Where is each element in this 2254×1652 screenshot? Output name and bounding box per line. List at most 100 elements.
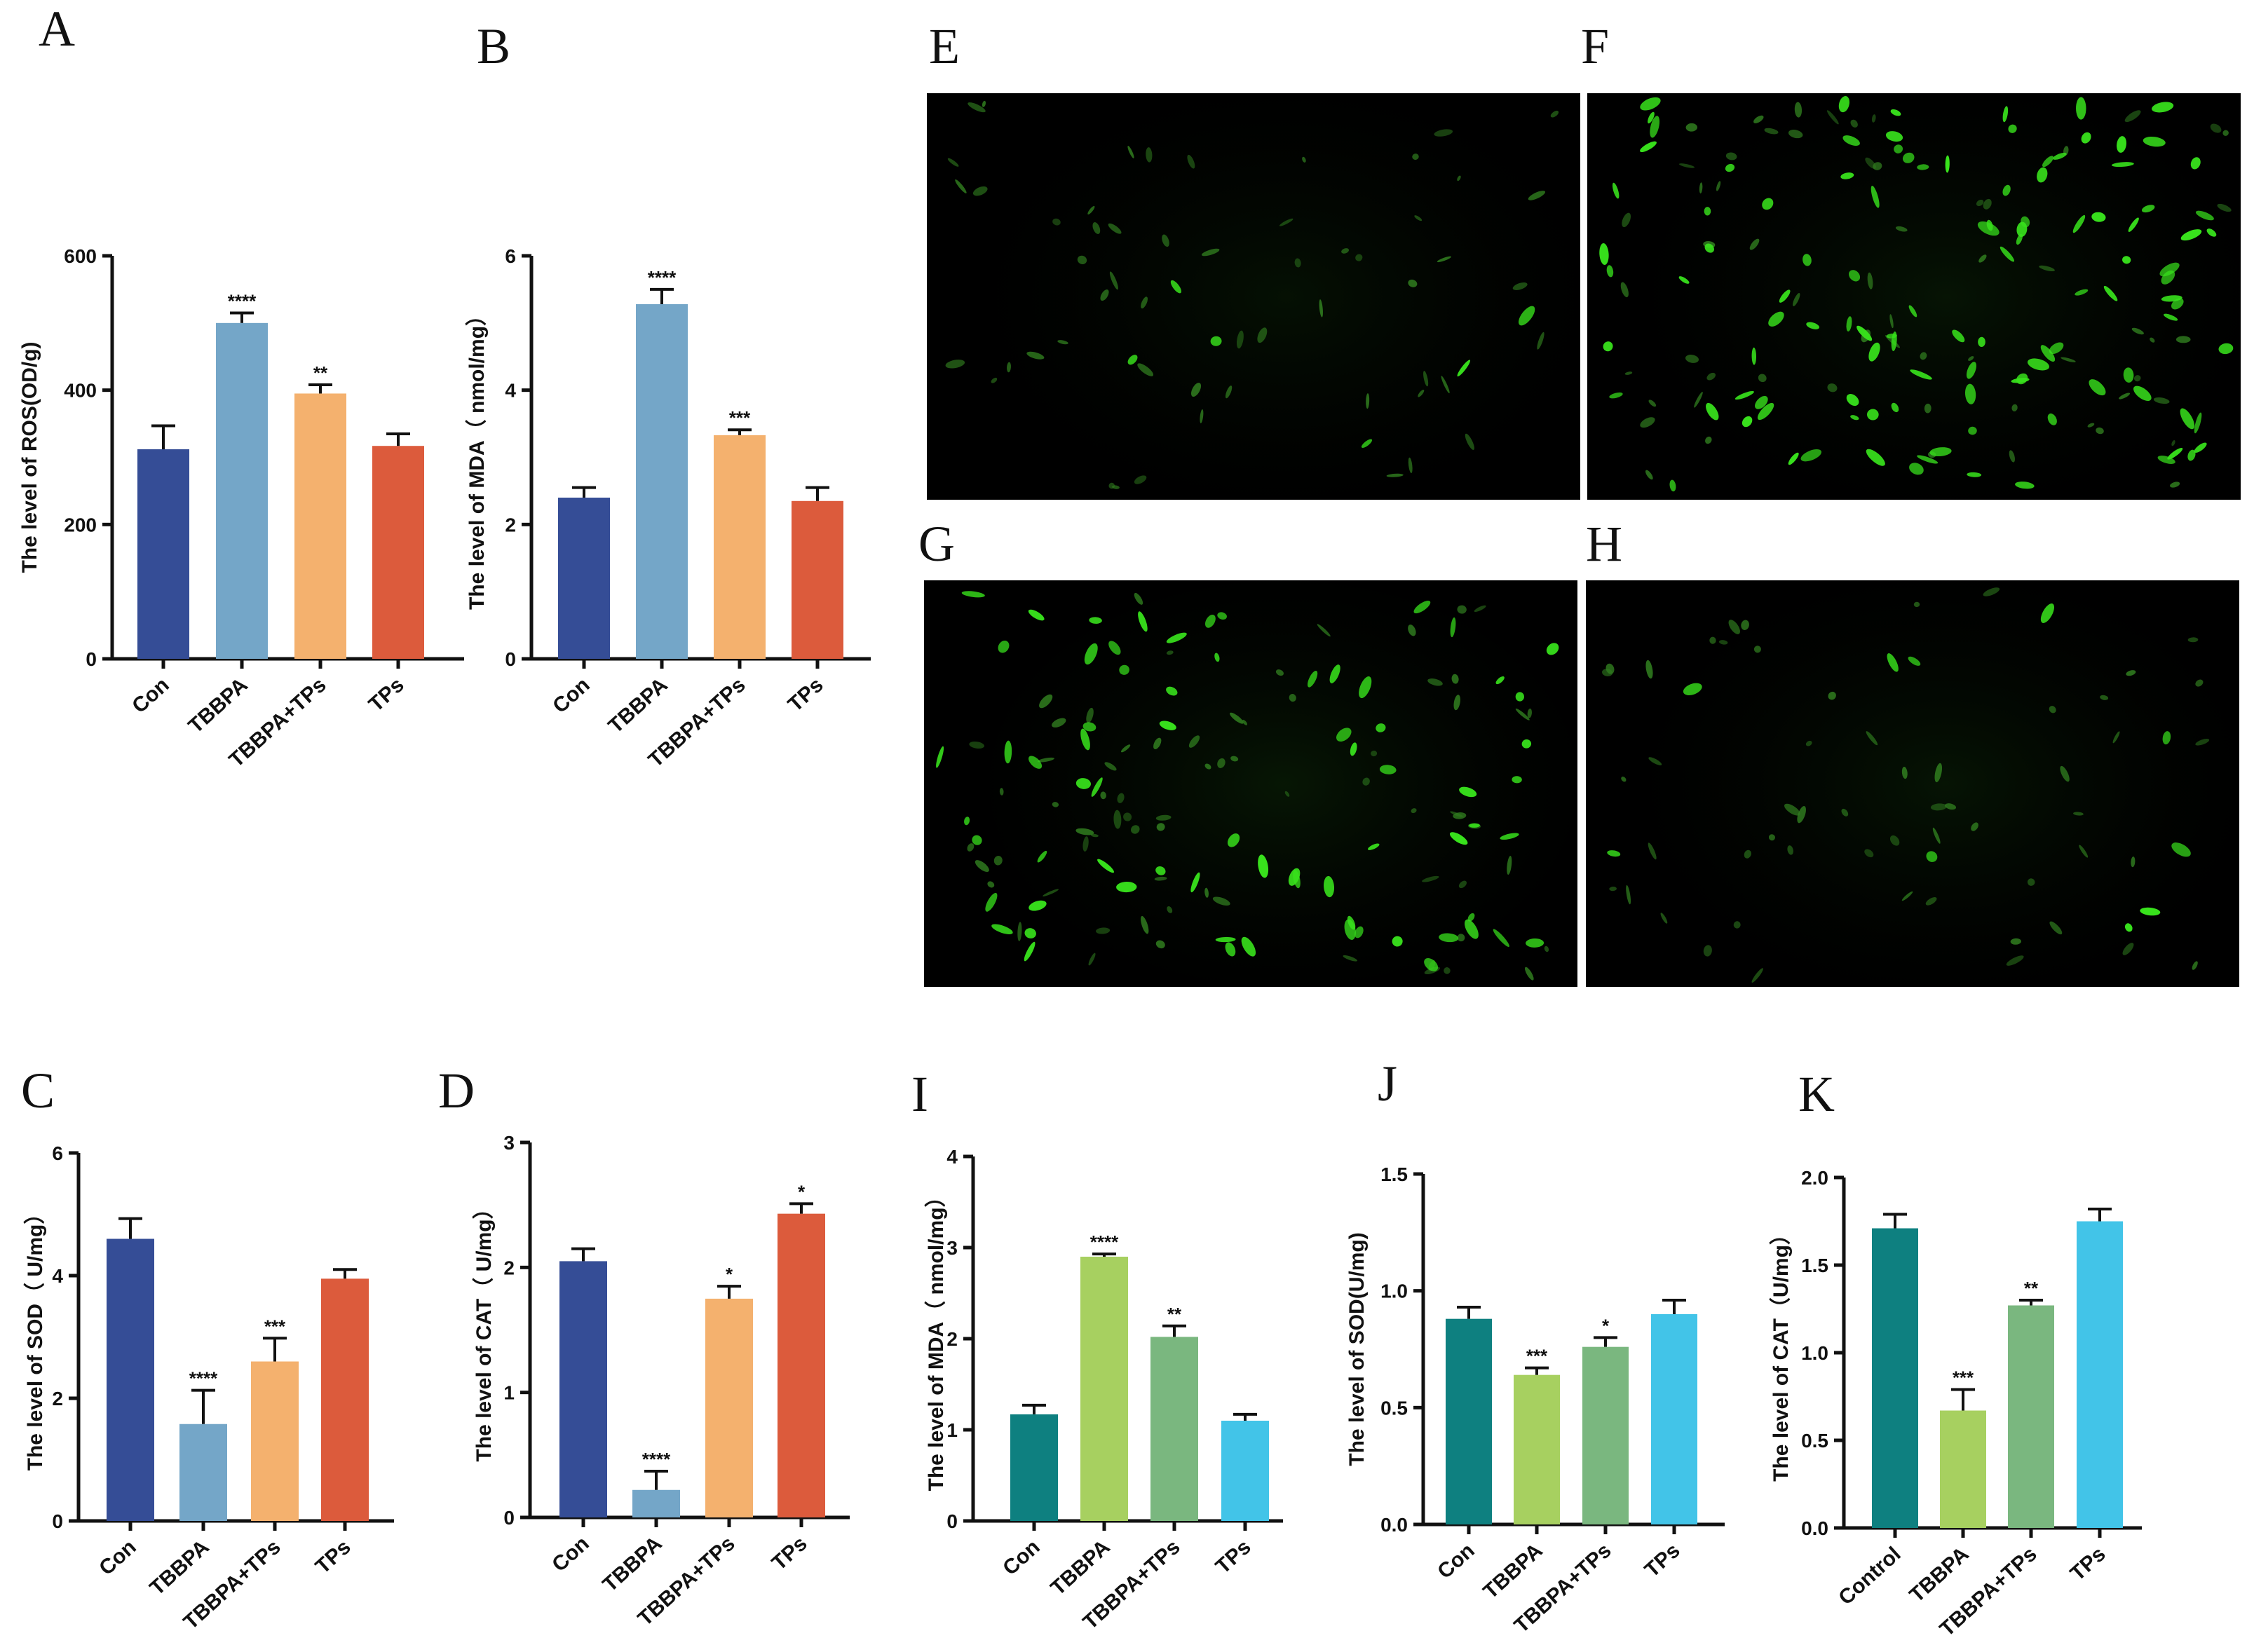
cell: [2171, 440, 2175, 446]
cell: [1037, 850, 1047, 863]
y-tick-label: 1.5: [1380, 1163, 1408, 1185]
cell: [1371, 750, 1378, 757]
cell: [1092, 222, 1101, 234]
cell: [1453, 695, 1460, 711]
cell: [1109, 271, 1118, 290]
cell: [1913, 601, 1920, 608]
panel-letter: F: [1581, 18, 1609, 74]
cell: [1091, 777, 1103, 797]
cell: [1188, 735, 1200, 748]
y-tick-label: 4: [52, 1265, 63, 1287]
y-tick-label: 1: [946, 1419, 958, 1441]
cell: [1123, 812, 1132, 821]
cell: [993, 856, 1003, 866]
cell: [1925, 897, 1937, 906]
cell: [2171, 842, 2191, 857]
cell: [1130, 825, 1140, 834]
cell: [1423, 371, 1429, 387]
cell: [1620, 282, 1629, 298]
cell: [1166, 686, 1178, 696]
cell: [1626, 885, 1631, 905]
cell: [1889, 314, 1894, 329]
cell: [2124, 923, 2133, 932]
cell: [1294, 258, 1301, 268]
cell: [1500, 833, 1519, 840]
category-label: Con: [998, 1536, 1044, 1581]
cell: [2011, 378, 2030, 383]
cell: [1755, 395, 1768, 409]
significance-label: ***: [1526, 1346, 1548, 1367]
cell: [1366, 393, 1370, 409]
category-label: TPs: [784, 674, 828, 716]
cell: [1856, 325, 1873, 341]
y-tick-label: 0.5: [1801, 1430, 1828, 1452]
cell: [1439, 933, 1459, 943]
category-label: TPs: [2066, 1543, 2110, 1585]
bar: [792, 500, 843, 659]
y-axis-label: The level of ROS(OD/g): [18, 341, 41, 573]
cell: [1945, 155, 1950, 173]
y-tick-label: 2: [503, 1257, 515, 1278]
cell: [1113, 810, 1122, 829]
bar: [559, 1261, 607, 1517]
cell: [1028, 609, 1045, 621]
cell: [1895, 226, 1908, 232]
y-tick-label: 6: [505, 245, 516, 267]
micrograph-panel-f: F: [1581, 18, 2241, 500]
cell: [1544, 946, 1549, 953]
y-tick-label: 0: [86, 648, 97, 670]
significance-label: ***: [1953, 1367, 1974, 1388]
cell: [2006, 955, 2024, 966]
y-tick-label: 3: [503, 1132, 515, 1154]
cell: [1660, 913, 1668, 924]
cell: [1162, 234, 1169, 247]
micrograph-panel-g: G: [918, 516, 1577, 987]
cell: [1108, 641, 1121, 655]
cell: [2170, 482, 2180, 488]
cell: [1679, 163, 1695, 168]
bar: [558, 498, 610, 659]
cell: [1350, 742, 1357, 756]
cell: [1275, 669, 1284, 676]
cell: [1279, 218, 1294, 226]
cell: [1920, 352, 1927, 360]
cell: [1889, 835, 1900, 846]
bar: [372, 446, 424, 659]
cell: [1867, 272, 1873, 289]
cell: [1887, 653, 1899, 672]
cell: [2010, 938, 2021, 945]
cell: [1408, 624, 1416, 636]
cell: [1089, 617, 1102, 624]
cell: [1624, 371, 1633, 375]
cell: [1944, 803, 1957, 810]
cell: [1155, 940, 1165, 949]
cell: [1104, 762, 1117, 771]
panel-letter: K: [1798, 1066, 1835, 1122]
cell: [1512, 776, 1522, 784]
cell: [1028, 756, 1043, 769]
cell: [1004, 740, 1012, 764]
cell: [1082, 722, 1097, 732]
cell: [2027, 878, 2035, 886]
cell: [1609, 887, 1617, 892]
cell: [1088, 953, 1096, 966]
cell: [1242, 719, 1247, 725]
cell: [1241, 936, 1256, 957]
cell: [1753, 646, 1761, 653]
cell: [1289, 694, 1296, 702]
cell: [1599, 243, 1609, 265]
cell: [1601, 669, 1613, 676]
bar: [714, 435, 766, 659]
cell: [1200, 409, 1204, 423]
cell: [1864, 849, 1874, 858]
category-label: TBBPA: [1479, 1539, 1547, 1604]
cell: [1550, 110, 1559, 118]
cell: [1968, 356, 1974, 361]
cell: [1134, 592, 1143, 605]
y-tick-label: 0.0: [1801, 1517, 1828, 1539]
y-tick-label: 600: [64, 245, 97, 267]
cell: [2040, 345, 2056, 362]
bar: [1221, 1421, 1269, 1521]
cell: [1038, 757, 1054, 763]
